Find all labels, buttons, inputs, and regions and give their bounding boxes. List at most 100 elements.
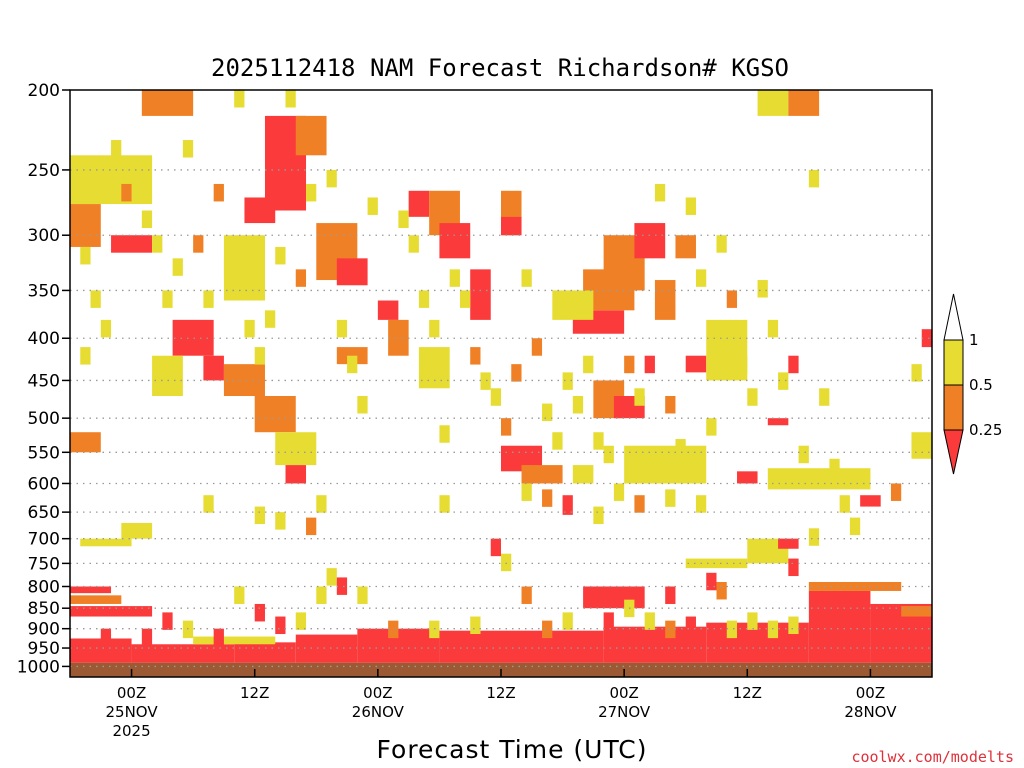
heatmap-cell-82 [542,489,553,507]
heatmap-cell-88 [254,603,265,622]
heatmap-band-72 [70,432,101,453]
heatmap-band-26 [244,197,276,224]
x-tick-label-72-1: 28NOV [844,703,897,721]
heatmap-cell-23 [326,169,337,188]
heatmap-cell-101 [716,581,727,600]
plot-frame [69,89,933,678]
heatmap-cell-8 [162,290,173,308]
heatmap-band-73 [377,300,399,320]
heatmap-cell-31 [429,319,440,338]
heatmap-band-33 [223,364,265,397]
x-tick-label-24-0: 00Z [363,684,392,702]
heatmap-band-36 [285,465,307,484]
heatmap-cell-55 [675,439,686,457]
heatmap-cell-114 [603,612,614,630]
heatmap-band-47 [634,223,666,259]
y-tick-label-550: 550 [28,443,60,463]
heatmap-cell-113 [542,620,553,639]
heatmap-cell-61 [737,355,748,374]
heatmap-band-68 [388,319,409,356]
heatmap-cell-33 [449,269,460,287]
heatmap-band-34 [254,396,296,433]
heatmap-band-3 [295,634,358,663]
heatmap-cell-84 [634,495,645,513]
heatmap-band-23 [70,204,101,247]
heatmap-cell-60 [726,290,738,308]
legend-label-1: 0.5 [969,376,993,394]
heatmap-band-32 [203,355,224,381]
x-tick-label-0-1: 25NOV [106,703,159,721]
heatmap-band-42 [501,216,522,236]
heatmap-band-13 [193,636,276,645]
heatmap-cell-74 [911,364,922,382]
heatmap-band-15 [808,581,902,591]
y-tick-label-300: 300 [28,226,60,246]
heatmap-cell-12 [203,290,214,308]
heatmap-cell-36 [480,372,491,390]
heatmap-band-24 [111,235,153,253]
heatmap-cell-66 [788,355,799,374]
heatmap-cell-30 [418,290,430,308]
heatmap-band-20 [757,90,789,116]
heatmap-cell-54 [665,396,676,414]
heatmap-cell-27 [367,197,378,215]
heatmap-cell-121 [788,616,799,635]
x-tick-label-48-0: 00Z [609,684,638,702]
heatmap-band-55 [521,465,563,484]
heatmap-cell-26 [357,396,368,414]
y-tick-label-1000: 1000 [17,657,60,677]
heatmap-cell-65 [778,372,789,390]
heatmap-band-1 [131,644,235,663]
heatmap-band-59 [767,468,871,490]
heatmap-band-49 [675,235,696,259]
heatmap-band-29 [336,258,368,286]
heatmap-band-37 [408,190,430,217]
heatmap-cell-3 [80,347,91,365]
heatmap-cell-95 [490,538,501,557]
heatmap-cell-25 [347,355,358,374]
heatmap-cell-14 [223,258,235,276]
heatmap-cell-50 [624,355,635,374]
heatmap-band-65 [778,538,799,549]
heatmap-cell-98 [562,612,573,630]
heatmap-cell-28 [398,210,409,228]
heatmap-cell-72 [849,517,861,536]
heatmap-cell-79 [203,495,214,513]
heatmap-cell-45 [572,396,584,414]
x-tick-label-60-0: 12Z [733,684,762,702]
heatmap-cell-1 [90,290,101,308]
heatmap-cell-71 [839,495,850,513]
heatmap-cell-106 [182,620,194,639]
heatmap-cell-34 [459,290,471,308]
heatmap-cell-19 [275,246,286,265]
x-tick-label-0-0: 00Z [117,684,146,702]
y-tick-label-650: 650 [28,503,60,523]
heatmap-cell-37 [490,388,501,406]
heatmap-band-2 [234,642,296,663]
y-tick-label-950: 950 [28,639,60,659]
x-tick-label-0-2: 2025 [112,722,150,740]
y-tick-label-450: 450 [28,371,60,391]
y-tick-label-900: 900 [28,620,60,640]
heatmap-band-11 [70,595,122,604]
heatmap-cell-108 [141,628,153,647]
heatmap-band-39 [439,223,471,259]
heatmap-cell-68 [808,169,820,188]
heatmap-cell-48 [603,445,614,464]
legend-swatch-025-05 [943,384,964,431]
heatmap-cell-46 [583,355,594,374]
y-tick-label-350: 350 [28,281,60,301]
heatmap-band-56 [572,465,594,484]
heatmap-cell-51 [634,388,645,406]
legend-label-0: 1 [969,331,979,349]
heatmap-cell-100 [706,572,717,591]
x-tick-label-72-0: 00Z [856,684,885,702]
legend-swatch-05-1 [943,339,964,386]
heatmap-band-57 [562,495,573,515]
heatmap-cell-67 [798,445,809,464]
heatmap-cell-118 [685,616,696,635]
heatmap-band-12 [70,606,153,617]
heatmap-band-16 [901,606,932,617]
